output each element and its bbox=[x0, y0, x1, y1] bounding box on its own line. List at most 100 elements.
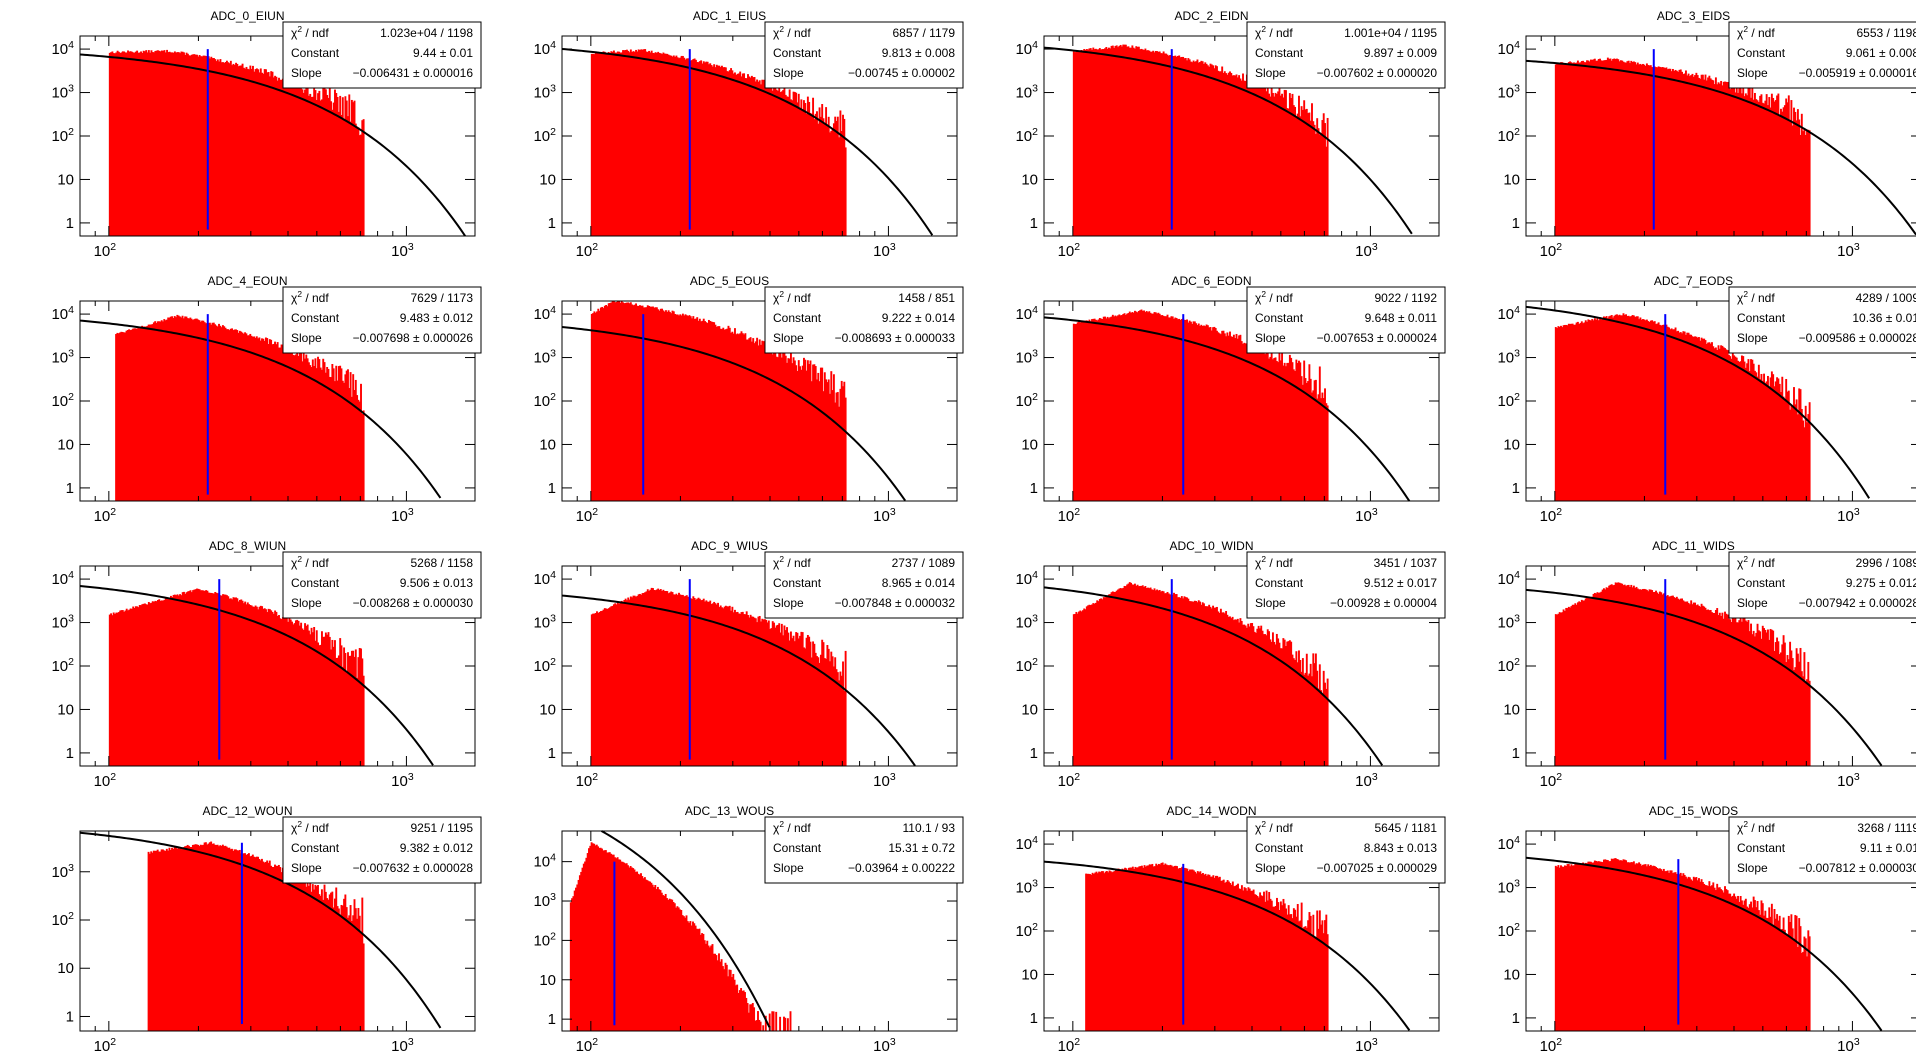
stats-label: Slope bbox=[773, 331, 804, 345]
y-tick-label: 10 bbox=[539, 171, 556, 188]
histogram-bin bbox=[709, 63, 712, 237]
histogram-bin bbox=[1748, 86, 1751, 236]
histogram-bin bbox=[184, 316, 187, 501]
histogram-bin bbox=[614, 52, 617, 237]
histogram-bin bbox=[339, 365, 342, 501]
histogram-bin bbox=[1261, 896, 1264, 1031]
histogram-bin bbox=[665, 310, 667, 501]
histogram-bin bbox=[202, 844, 205, 1031]
histogram-bin bbox=[1770, 629, 1773, 766]
histogram-bin bbox=[813, 643, 816, 766]
histogram-bin bbox=[1093, 318, 1096, 501]
histogram-bin bbox=[1091, 604, 1093, 766]
histogram-bin bbox=[215, 325, 218, 501]
histogram-bin bbox=[840, 675, 843, 766]
histogram-bin bbox=[1287, 641, 1290, 766]
histogram-bin bbox=[190, 54, 193, 236]
histogram-bin bbox=[1711, 885, 1713, 1031]
histogram-bin bbox=[1106, 48, 1109, 236]
stats-value: 9.648 ± 0.011 bbox=[1365, 311, 1438, 325]
histogram-bin bbox=[692, 316, 695, 501]
histogram-bin bbox=[1320, 690, 1323, 766]
histogram-bin bbox=[1671, 873, 1674, 1031]
histogram-bin bbox=[262, 861, 265, 1031]
histogram-bin bbox=[228, 847, 231, 1031]
histogram-bin bbox=[1080, 611, 1083, 766]
histogram-bin bbox=[245, 604, 248, 766]
histogram-bin bbox=[205, 323, 207, 501]
histogram-bin bbox=[264, 861, 267, 1031]
histogram-bin bbox=[839, 671, 842, 766]
histogram-bin bbox=[787, 358, 790, 501]
stats-box bbox=[1246, 286, 1446, 354]
histogram-bin bbox=[231, 328, 233, 501]
histogram-bin bbox=[1724, 81, 1726, 237]
histogram-bin bbox=[620, 301, 623, 501]
histogram-bin bbox=[1175, 56, 1178, 236]
histogram-bin bbox=[1759, 914, 1762, 1031]
histogram-bin bbox=[1173, 865, 1176, 1031]
histogram-bin bbox=[212, 593, 215, 766]
histogram-bin bbox=[1296, 662, 1299, 766]
histogram-bin bbox=[743, 334, 746, 501]
histogram-bin bbox=[1802, 131, 1805, 236]
histogram-bin bbox=[1699, 881, 1702, 1031]
histogram-bin bbox=[1318, 910, 1321, 1031]
histogram-bin bbox=[297, 620, 300, 766]
histogram-bin bbox=[1134, 583, 1136, 766]
histogram-bin bbox=[1279, 95, 1282, 236]
y-tick-label: 10 bbox=[1503, 436, 1520, 453]
histogram-bin bbox=[1566, 325, 1569, 501]
histogram-bin bbox=[1079, 610, 1082, 766]
histogram-bin bbox=[159, 51, 162, 236]
stats-label: Slope bbox=[773, 66, 804, 80]
histogram-bin bbox=[678, 592, 680, 766]
histogram-bin bbox=[649, 881, 652, 1031]
histogram-bin bbox=[1686, 332, 1689, 501]
histogram-bin bbox=[727, 976, 730, 1031]
histogram-bin bbox=[147, 601, 150, 766]
histogram-bin bbox=[169, 849, 172, 1031]
histogram-bin bbox=[788, 640, 791, 766]
histogram-bin bbox=[140, 51, 142, 236]
histogram-bin bbox=[779, 348, 782, 501]
histogram-bin bbox=[1795, 648, 1798, 766]
histogram-bin bbox=[1714, 77, 1717, 236]
histogram-bin bbox=[268, 860, 271, 1031]
x-tick-label: 103 bbox=[391, 1036, 414, 1052]
histogram-bin bbox=[1587, 597, 1590, 766]
histogram-bin bbox=[748, 76, 751, 236]
histogram-bin bbox=[641, 593, 644, 766]
histogram-bin bbox=[614, 302, 617, 501]
histogram-bin bbox=[220, 62, 223, 236]
histogram-bin bbox=[1176, 866, 1178, 1031]
histogram-bin bbox=[1227, 335, 1230, 501]
histogram-bin bbox=[1092, 318, 1095, 501]
histogram-bin bbox=[122, 332, 125, 501]
histogram-bin bbox=[788, 89, 791, 236]
histogram-bin bbox=[206, 844, 209, 1031]
histogram-bin bbox=[1262, 634, 1265, 766]
histogram-bin bbox=[1083, 322, 1086, 501]
histogram-bin bbox=[1751, 907, 1754, 1031]
stats-label: Constant bbox=[773, 576, 822, 590]
histogram-bin bbox=[666, 898, 668, 1031]
histogram-bin bbox=[1623, 62, 1626, 236]
histogram-bin bbox=[1275, 633, 1278, 766]
histogram-bin bbox=[232, 597, 235, 766]
histogram-bin bbox=[625, 600, 628, 766]
histogram-bin bbox=[1236, 338, 1239, 501]
histogram-bin bbox=[1790, 650, 1793, 766]
histogram-bin bbox=[263, 340, 266, 501]
histogram-bin bbox=[590, 53, 593, 236]
histogram-bin bbox=[740, 988, 743, 1031]
histogram-bin bbox=[1806, 129, 1808, 236]
histogram-bin bbox=[1804, 938, 1807, 1031]
histogram-bin bbox=[339, 914, 342, 1031]
histogram-bin bbox=[1683, 331, 1686, 501]
histogram-bin bbox=[722, 67, 725, 237]
fit-curve bbox=[1043, 46, 1413, 235]
histogram-bin bbox=[231, 848, 233, 1031]
histogram-bin bbox=[1101, 599, 1104, 766]
histogram-bin bbox=[1127, 583, 1130, 766]
